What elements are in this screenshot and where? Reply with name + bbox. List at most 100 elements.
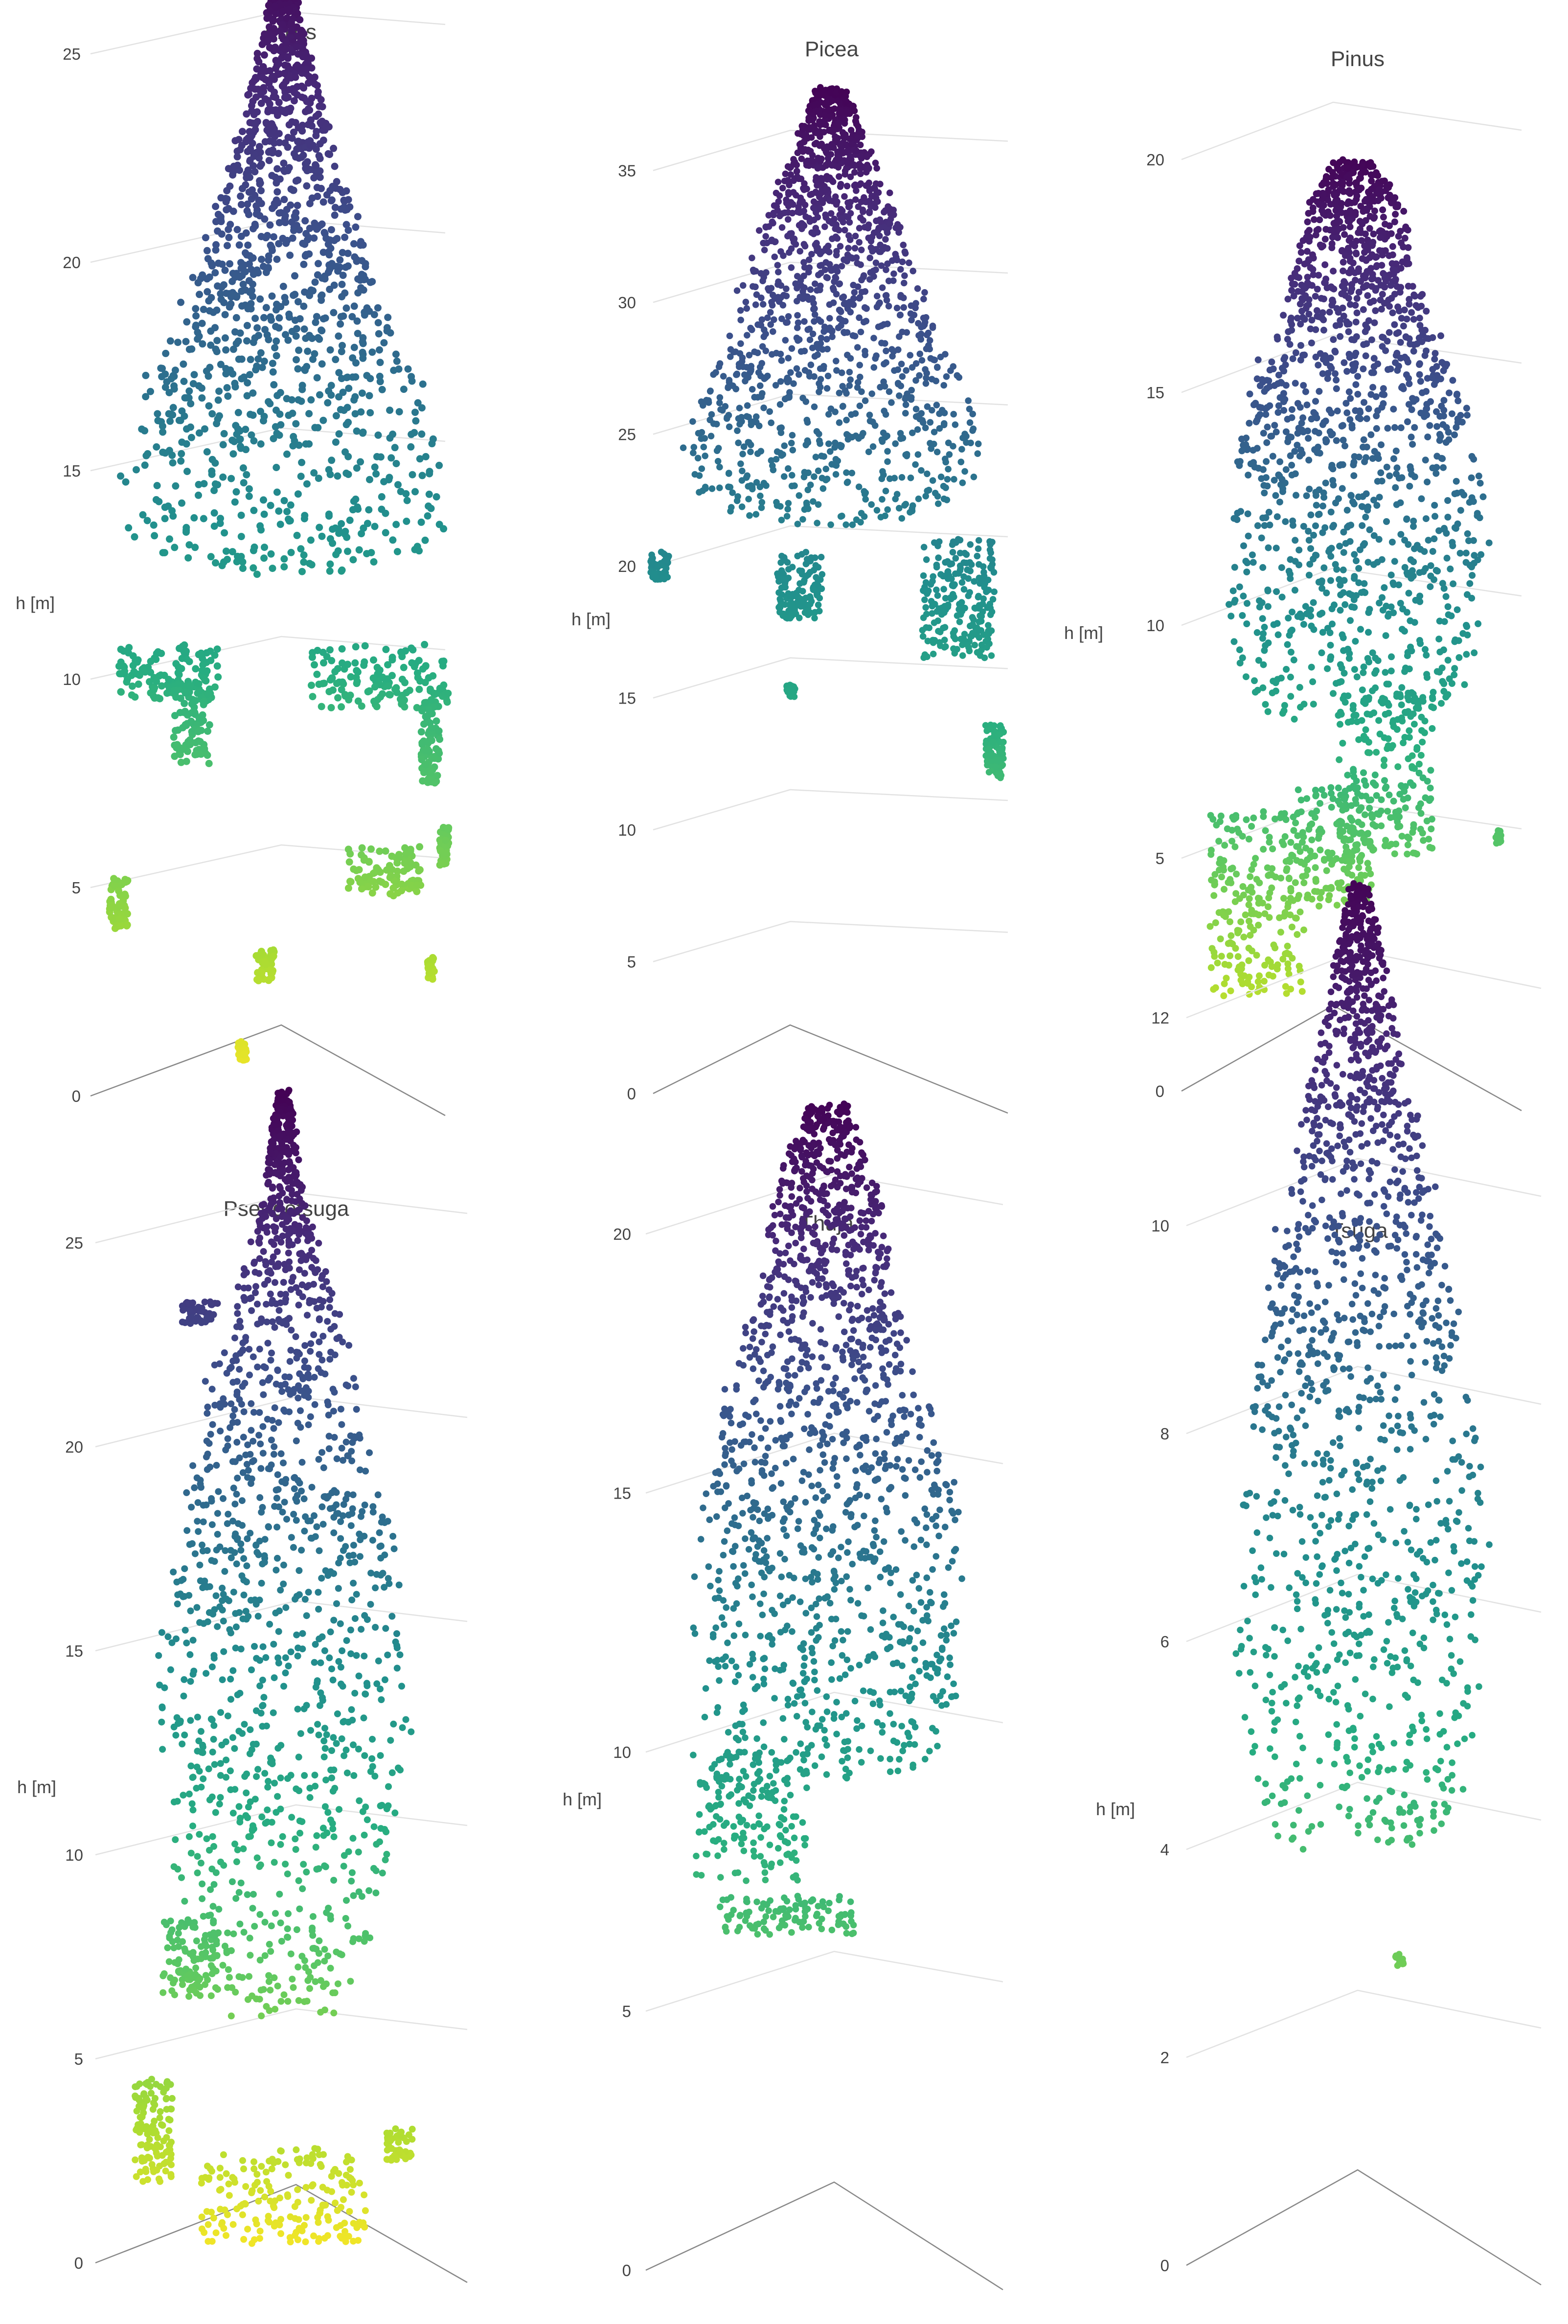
point-abies [324, 150, 332, 158]
point-picea [795, 319, 802, 326]
point-picea [810, 102, 817, 109]
point-picea [808, 251, 815, 258]
point-abies [233, 153, 241, 160]
point-abies [239, 558, 247, 566]
point-picea [706, 388, 714, 395]
point-abies [432, 493, 440, 501]
point-picea [907, 352, 914, 359]
point-picea [743, 305, 750, 312]
point-abies [402, 850, 410, 858]
point-picea [788, 439, 795, 447]
point-picea [870, 364, 878, 371]
point-abies [290, 292, 297, 299]
point-pinus [1404, 652, 1411, 660]
point-picea [658, 548, 665, 555]
point-picea [919, 627, 926, 634]
point-picea [906, 259, 912, 266]
point-pinus [1378, 305, 1385, 313]
point-abies [408, 431, 415, 438]
point-picea [691, 471, 699, 478]
point-pinus [1359, 522, 1366, 529]
point-picea [778, 517, 785, 524]
point-pinus [1262, 642, 1269, 649]
point-picea [916, 350, 924, 358]
point-pinus [1477, 479, 1484, 487]
point-picea [965, 397, 972, 404]
point-abies [208, 410, 216, 418]
point-abies [326, 567, 334, 575]
point-picea [986, 600, 994, 608]
point-picea [789, 564, 796, 570]
point-picea [737, 460, 744, 467]
point-picea [933, 449, 941, 456]
point-abies [283, 39, 290, 47]
point-abies [358, 530, 365, 538]
point-abies [257, 440, 265, 448]
point-picea [800, 295, 807, 301]
point-abies [135, 680, 142, 688]
point-abies [171, 544, 179, 551]
point-picea [769, 351, 775, 358]
point-abies [285, 6, 292, 14]
point-picea [817, 158, 824, 165]
point-abies [262, 76, 270, 84]
point-abies [222, 547, 230, 555]
point-abies [293, 356, 300, 364]
point-picea [750, 283, 756, 290]
point-pinus [1457, 507, 1464, 514]
point-abies [190, 514, 198, 522]
point-picea [843, 469, 850, 476]
point-pinus [1410, 518, 1417, 524]
point-abies [248, 102, 255, 110]
point-picea [868, 148, 875, 155]
point-picea [856, 239, 863, 246]
point-abies [129, 652, 137, 660]
point-abies [392, 521, 400, 528]
point-picea [986, 726, 994, 733]
point-abies [409, 646, 417, 654]
point-picea [807, 600, 814, 608]
point-abies [425, 776, 433, 784]
point-picea [935, 628, 942, 635]
point-pinus [1360, 341, 1367, 348]
point-picea [774, 179, 782, 185]
point-picea [747, 324, 754, 332]
point-picea [856, 314, 863, 321]
point-picea [873, 352, 880, 359]
point-abies [218, 230, 226, 238]
point-abies [115, 887, 122, 895]
point-picea [707, 433, 715, 440]
point-abies [368, 348, 376, 356]
point-picea [832, 133, 839, 140]
point-abies [201, 677, 209, 684]
point-picea [999, 744, 1006, 752]
point-pinus [1351, 551, 1358, 558]
point-picea [762, 347, 770, 354]
point-abies [217, 515, 224, 523]
point-pinus [1468, 594, 1476, 602]
point-abies [294, 490, 302, 498]
point-abies [416, 455, 424, 463]
point-pinus [1339, 485, 1346, 492]
point-picea [899, 328, 906, 336]
point-pinus [1363, 268, 1371, 275]
point-abies [178, 450, 185, 457]
point-abies [312, 161, 319, 169]
point-pinus [1352, 319, 1360, 326]
point-abies [258, 67, 266, 75]
point-abies [339, 388, 347, 396]
point-abies [335, 332, 342, 340]
point-abies [263, 331, 271, 339]
point-picea [770, 220, 776, 227]
point-pinus [1464, 530, 1471, 537]
point-picea [833, 201, 840, 208]
point-abies [250, 111, 258, 118]
point-pinus [1351, 604, 1358, 611]
point-abies [271, 344, 279, 352]
point-abies [425, 706, 433, 714]
point-abies [188, 700, 196, 708]
point-abies [314, 424, 322, 432]
point-pinus [1388, 653, 1395, 661]
point-abies [177, 298, 184, 306]
